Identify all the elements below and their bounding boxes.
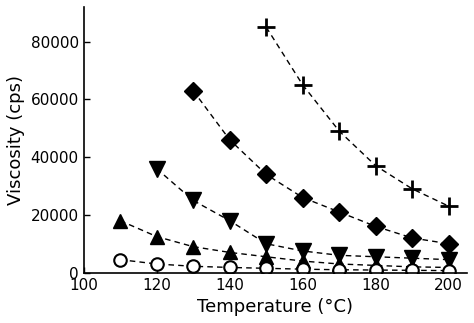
X-axis label: Temperature (°C): Temperature (°C) bbox=[197, 298, 353, 316]
Y-axis label: Viscosity (cps): Viscosity (cps) bbox=[7, 75, 25, 205]
